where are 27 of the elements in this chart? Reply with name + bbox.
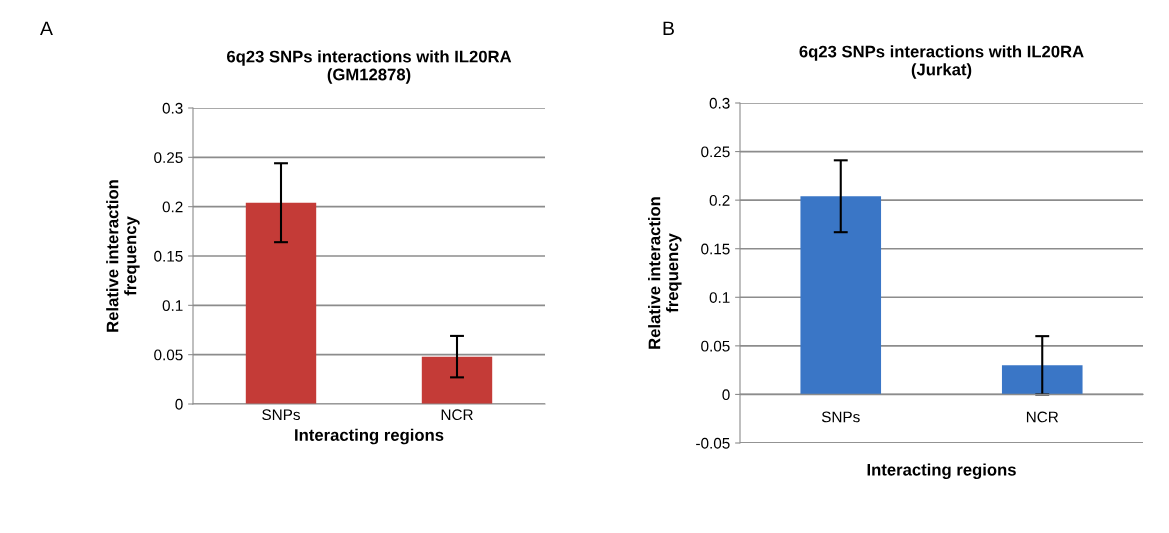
chart-title: 6q23 SNPs interactions with IL20RA (Jurkat)	[799, 45, 1084, 79]
y-tick-label: 0.2	[162, 201, 183, 213]
y-tick-label: 0.1	[709, 292, 730, 303]
y-tick-label: 0.25	[701, 146, 730, 158]
chart-title: 6q23 SNPs interactions with IL20RA (GM12878)	[226, 50, 512, 84]
x-tick-label: SNPs	[262, 409, 300, 421]
x-tick-label: NCR	[441, 409, 473, 421]
y-tick-label: 0.3	[709, 97, 730, 109]
y-tick-label: 0.3	[162, 102, 183, 114]
y-tick-label: 0.1	[162, 300, 183, 312]
y-tick-label: 0.15	[701, 243, 730, 255]
text: A	[40, 21, 53, 36]
y-tick-label: -0.05	[696, 437, 730, 449]
text: B	[663, 21, 674, 36]
y-tick-label: 0.25	[154, 152, 183, 164]
y-axis-title: Relative interaction frequency	[648, 197, 682, 349]
y-tick-label: 0.2	[709, 195, 730, 206]
y-tick-label: 0.05	[701, 340, 730, 352]
y-tick-label: 0	[175, 398, 183, 410]
y-tick-label: 0.05	[154, 349, 183, 361]
x-tick-label: SNPs	[821, 411, 860, 423]
y-tick-label: 0	[722, 389, 730, 401]
y-axis-title: Relative interaction frequency	[106, 180, 140, 332]
x-tick-label: NCR	[1026, 411, 1059, 423]
x-axis-title: Interacting regions	[295, 428, 444, 445]
y-tick-label: 0.15	[154, 250, 183, 262]
x-axis-title: Interacting regions	[867, 463, 1016, 480]
